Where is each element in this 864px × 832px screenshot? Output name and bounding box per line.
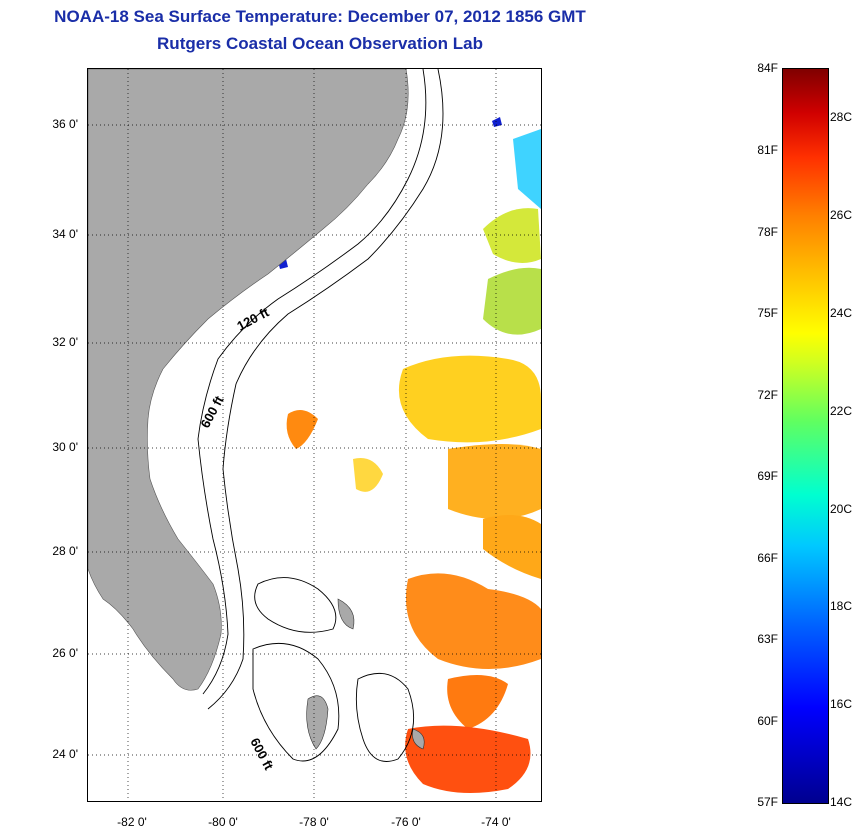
colorbar-c-28: 28C xyxy=(830,110,853,124)
lat-label-30: 30 0' xyxy=(52,440,78,454)
lon-label-80: -80 0' xyxy=(208,815,238,829)
contour-label-600ft-north: 600 ft xyxy=(197,393,227,431)
contour-600ft xyxy=(207,69,444,710)
sst-patch-big-orange xyxy=(406,573,541,669)
sst-patch-north-cyan xyxy=(513,129,541,209)
island-2 xyxy=(337,598,355,630)
lat-label-26: 26 0' xyxy=(52,646,78,660)
colorbar-f-81: 81F xyxy=(757,143,778,157)
sst-patch-south-red xyxy=(405,725,531,793)
island-3 xyxy=(412,728,425,750)
contour-label-600ft-south: 600 ft xyxy=(247,735,277,773)
sst-patches xyxy=(278,117,541,793)
colorbar-f-84: 84F xyxy=(757,61,778,75)
colorbar-f-78: 78F xyxy=(757,225,778,239)
sst-patch-northeast xyxy=(483,208,541,263)
colorbar-c-26: 26C xyxy=(830,208,853,222)
sst-patch-yellow-mid xyxy=(353,458,383,492)
lon-label-74: -74 0' xyxy=(481,815,511,829)
contour-bahamas-3 xyxy=(355,672,415,762)
island-1 xyxy=(306,695,329,750)
sst-patch-blue-2 xyxy=(492,117,502,127)
colorbar-c-24: 24C xyxy=(830,306,853,320)
sst-patch-upper xyxy=(483,267,541,335)
sst-patch-east-orange xyxy=(483,515,541,579)
colorbar-f-72: 72F xyxy=(757,388,778,402)
contour-bahamas-1 xyxy=(254,577,337,633)
colorbar-f-57: 57F xyxy=(757,795,778,809)
colorbar-f-69: 69F xyxy=(757,469,778,483)
contour-120ft xyxy=(197,69,427,695)
sst-patch-south-orange xyxy=(447,675,508,729)
lat-label-34: 34 0' xyxy=(52,227,78,241)
colorbar-c-18: 18C xyxy=(830,599,853,613)
map-subtitle: Rutgers Coastal Ocean Observation Lab xyxy=(157,34,483,53)
colorbar-c-16: 16C xyxy=(830,697,853,711)
lat-label-32: 32 0' xyxy=(52,335,78,349)
lat-label-24: 24 0' xyxy=(52,747,78,761)
colorbar-c-20: 20C xyxy=(830,502,853,516)
colorbar-c-14: 14C xyxy=(830,795,853,809)
colorbar-f-75: 75F xyxy=(757,306,778,320)
colorbar-f-60: 60F xyxy=(757,714,778,728)
lon-label-82: -82 0' xyxy=(117,815,147,829)
lon-label-76: -76 0' xyxy=(391,815,421,829)
lat-label-36: 36 0' xyxy=(52,117,78,131)
sst-map-canvas: 120 ft 600 ft 600 ft xyxy=(88,69,541,801)
contour-label-120ft: 120 ft xyxy=(234,304,272,334)
contours xyxy=(197,69,444,762)
lon-label-78: -78 0' xyxy=(299,815,329,829)
lat-label-28: 28 0' xyxy=(52,544,78,558)
temperature-colorbar xyxy=(782,68,829,804)
sst-map: 120 ft 600 ft 600 ft xyxy=(87,68,542,802)
sst-patch-small-orange xyxy=(286,410,318,449)
islands xyxy=(306,598,425,750)
land-southeast-us xyxy=(88,69,409,691)
contour-bahamas-2 xyxy=(252,642,340,762)
colorbar-f-66: 66F xyxy=(757,551,778,565)
sst-patch-orange-1 xyxy=(448,444,541,519)
map-title: NOAA-18 Sea Surface Temperature: Decembe… xyxy=(54,7,586,26)
sst-patch-mid-yellow xyxy=(398,355,541,443)
colorbar-c-22: 22C xyxy=(830,404,853,418)
colorbar-f-63: 63F xyxy=(757,632,778,646)
